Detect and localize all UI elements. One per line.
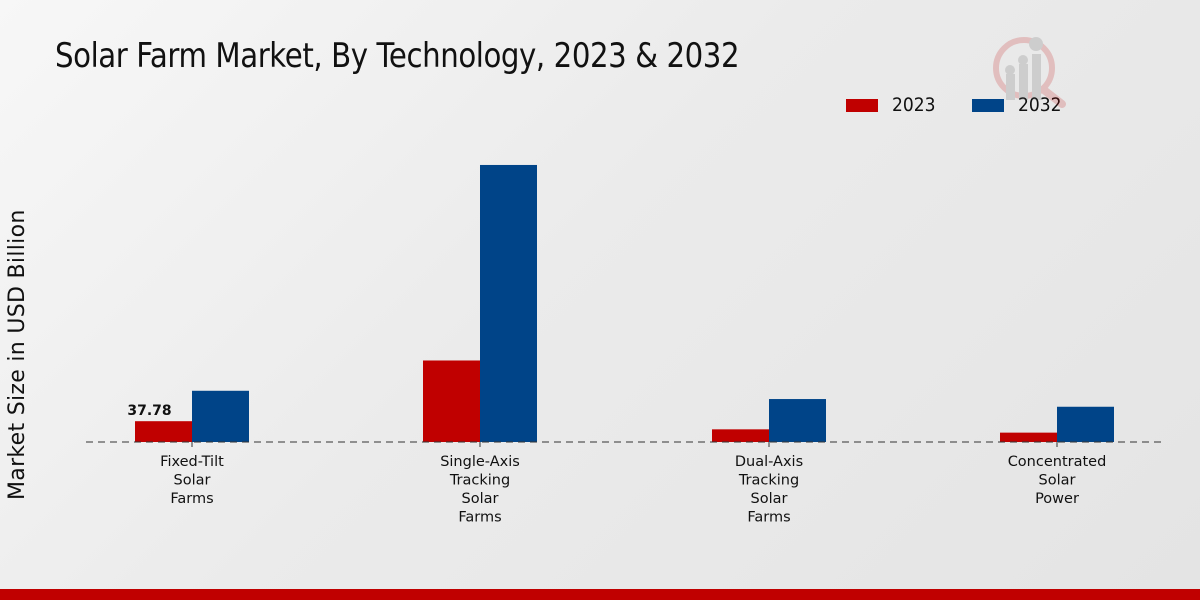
x-tick-label-1: Single-Axis Tracking Solar Farms: [440, 454, 520, 526]
bar-2023-1[interactable]: [423, 360, 480, 442]
bar-2023-3[interactable]: [1000, 432, 1057, 442]
footer-bar: [0, 589, 1200, 600]
legend: 2023 2032: [846, 94, 1099, 116]
legend-item-2023[interactable]: 2023: [846, 94, 940, 116]
bar-2032-3[interactable]: [1057, 406, 1114, 442]
x-tick-label-0: Fixed-Tilt Solar Farms: [160, 454, 224, 507]
legend-swatch-2032: [972, 98, 1005, 112]
legend-swatch-2023: [846, 98, 878, 112]
data-label-0-0: 37.78: [127, 403, 171, 419]
bar-2032-2[interactable]: [769, 399, 826, 442]
chart-title: Solar Farm Market, By Technology, 2023 &…: [55, 36, 740, 76]
bar-2023-2[interactable]: [712, 429, 769, 442]
x-tick-label-3: Concentrated Solar Power: [1008, 454, 1107, 507]
legend-item-2032[interactable]: 2032: [972, 94, 1066, 116]
watermark-logo-icon: [992, 30, 1072, 114]
bar-2023-0[interactable]: [135, 421, 192, 442]
legend-label-2023: 2023: [892, 94, 936, 116]
bar-2032-0[interactable]: [192, 390, 249, 442]
bar-2032-1[interactable]: [480, 164, 537, 442]
x-tick-label-2: Dual-Axis Tracking Solar Farms: [735, 454, 803, 526]
legend-label-2032: 2032: [1018, 94, 1062, 116]
